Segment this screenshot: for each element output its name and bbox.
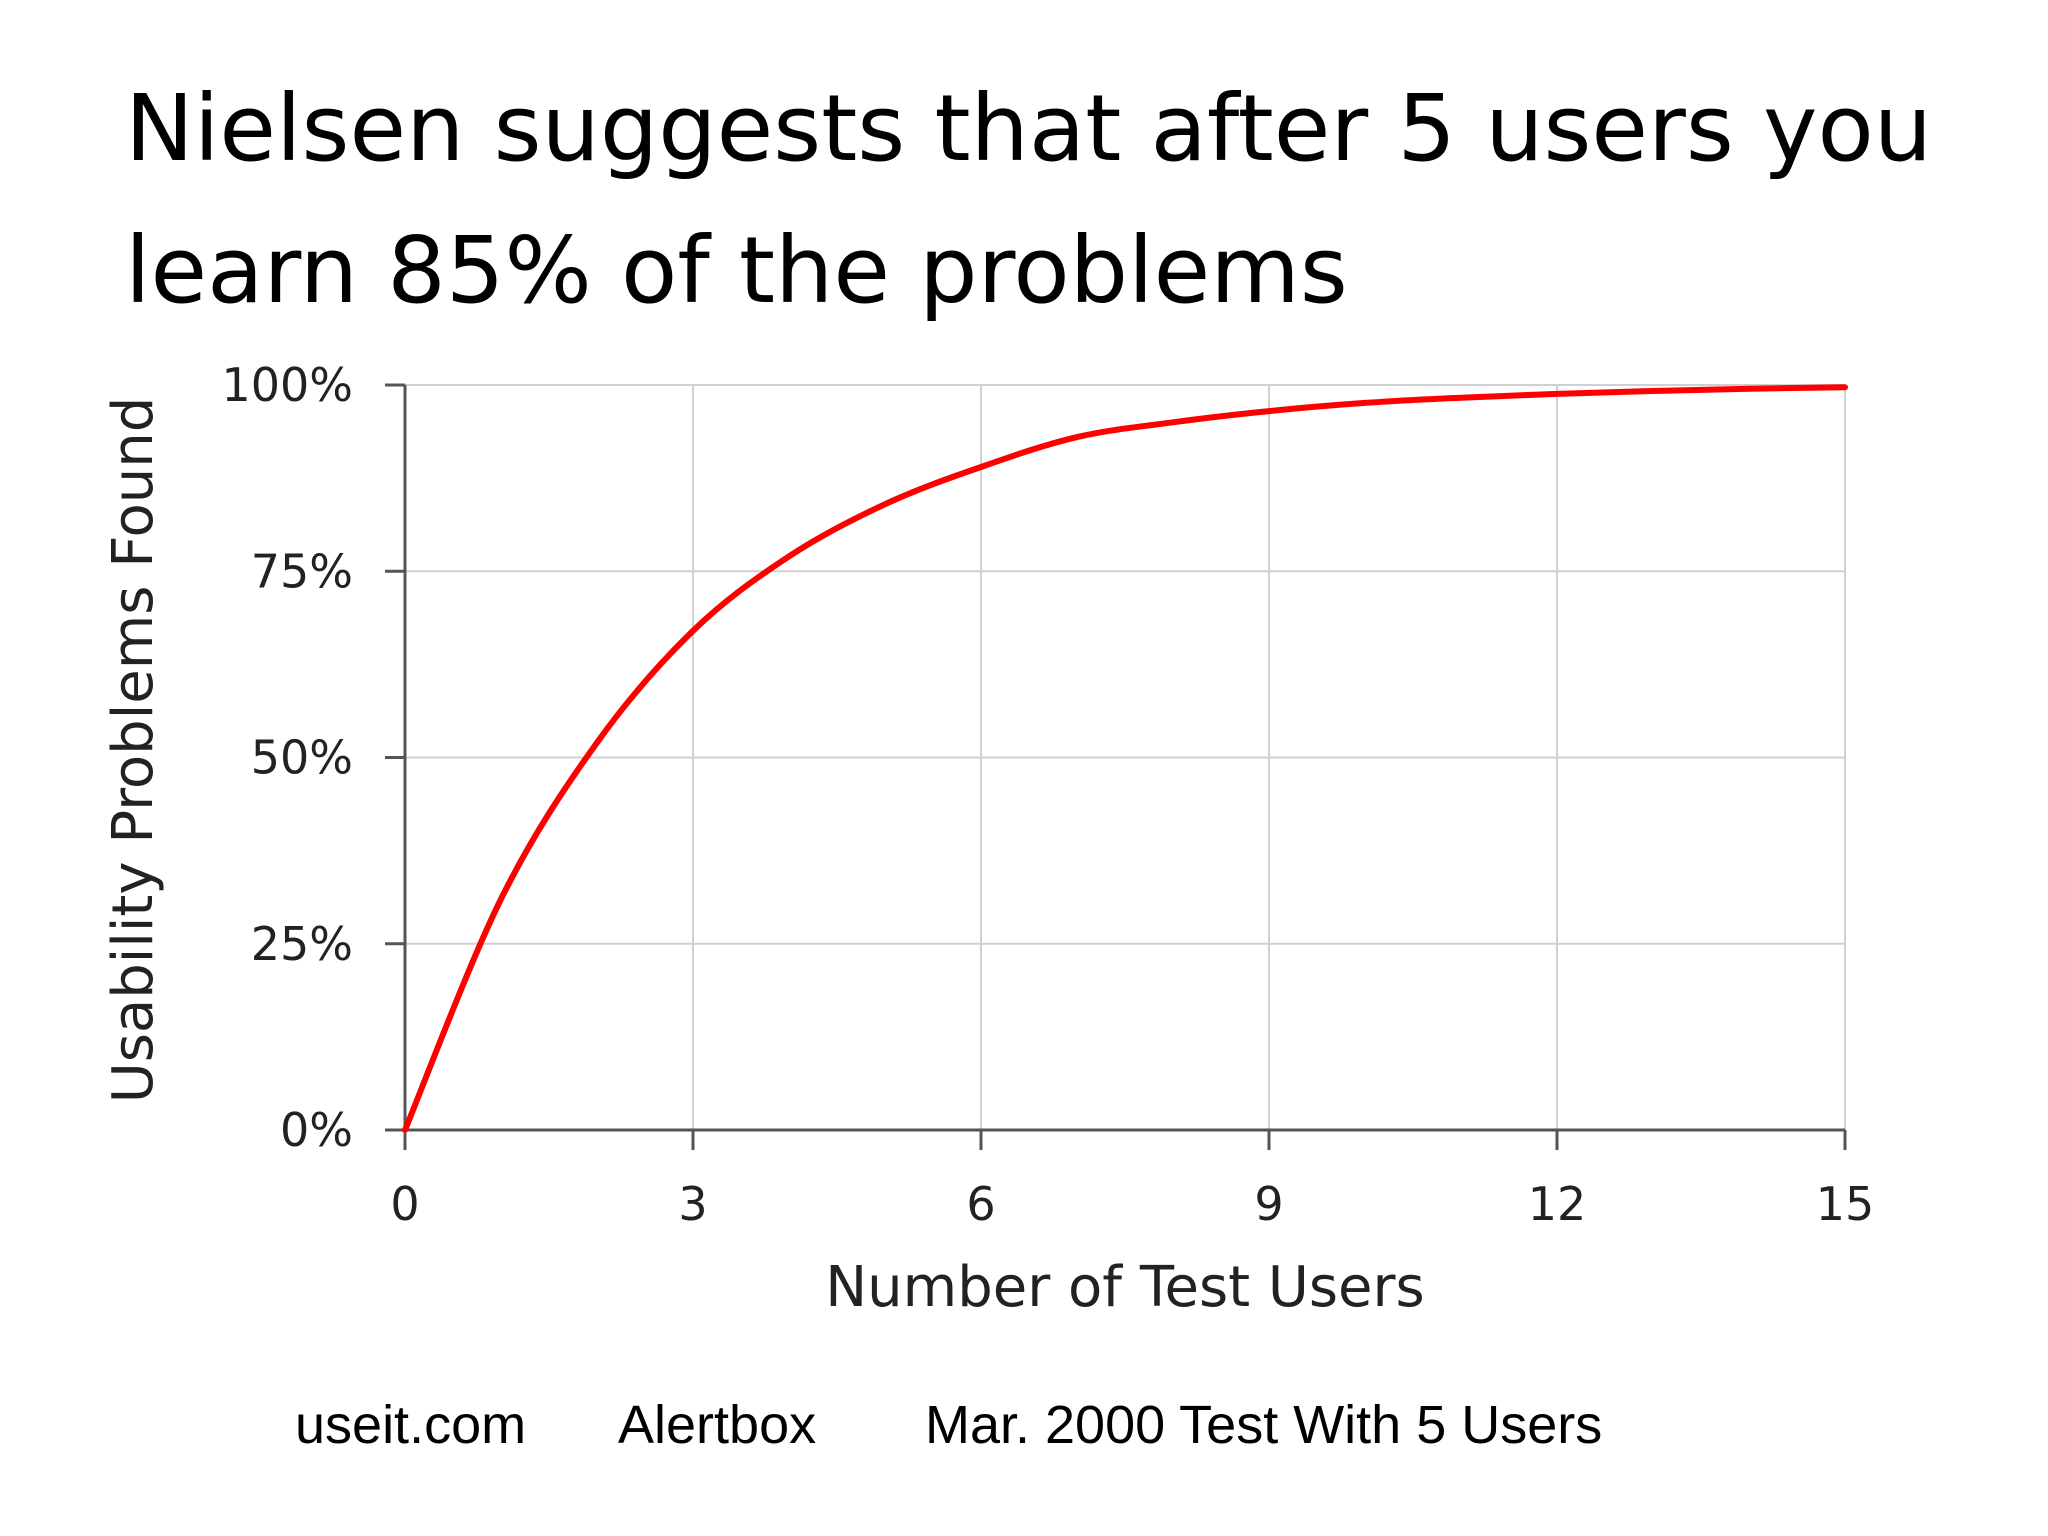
- x-tick-label: 12: [1528, 1177, 1587, 1231]
- problems-found-curve: [402, 384, 1848, 1133]
- y-tick-label: 50%: [251, 731, 353, 785]
- x-tick-label: 0: [390, 1177, 419, 1231]
- x-tick-label: 6: [966, 1177, 995, 1231]
- chart-background: [95, 355, 1875, 1310]
- y-tick-label: 25%: [251, 917, 353, 971]
- slide-title: Nielsen suggests that after 5 users you …: [125, 75, 1933, 324]
- footer-column: Alertbox: [618, 1395, 817, 1455]
- footer-article: Mar. 2000 Test With 5 Users: [925, 1395, 1603, 1455]
- grid-lines: [405, 384, 1846, 1130]
- x-tick-label: 15: [1816, 1177, 1875, 1231]
- x-tick-label: 9: [1254, 1177, 1283, 1231]
- y-tick-label: 75%: [251, 544, 353, 598]
- y-tick-label: 100%: [221, 358, 353, 412]
- y-axis-label: Usability Problems Found: [101, 397, 166, 1104]
- y-tick-label: 0%: [280, 1103, 353, 1157]
- tick-labels: 0% 25% 50% 75% 100% 0 3 6 9 12 15: [221, 358, 1874, 1231]
- footer-source: useit.com: [295, 1395, 527, 1455]
- axes: [385, 383, 1847, 1150]
- x-tick-label: 3: [678, 1177, 707, 1231]
- x-axis-label: Number of Test Users: [825, 1255, 1424, 1320]
